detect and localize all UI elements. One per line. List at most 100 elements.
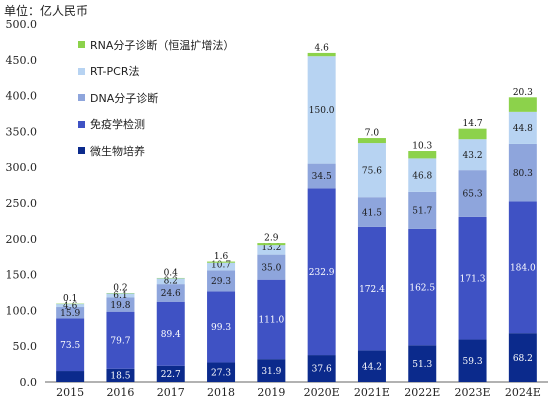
bar-segment	[307, 163, 336, 189]
legend-swatch	[78, 67, 85, 75]
bar-segment	[408, 151, 437, 159]
x-tick-label: 2018	[207, 386, 235, 399]
data-label: 22.7	[161, 370, 181, 380]
bar-segment	[508, 201, 537, 334]
bar-segment	[307, 355, 336, 382]
legend-label: 免疫学检测	[90, 118, 145, 132]
data-label: 150.0	[309, 106, 335, 116]
bar-segment	[257, 245, 286, 255]
data-label: 8.2	[164, 276, 178, 286]
bar-segment	[257, 279, 286, 360]
bar-segment	[508, 333, 537, 382]
bar-segment	[207, 270, 236, 292]
y-tick-label: 350.0	[6, 125, 38, 138]
bar-segment	[307, 52, 336, 57]
bar-segment	[508, 97, 537, 112]
bar-segment	[207, 261, 236, 263]
y-tick-label: 250.0	[6, 197, 38, 210]
bar-segment	[156, 365, 185, 382]
data-label: 172.4	[359, 285, 385, 295]
bar-segment	[106, 293, 135, 298]
bar-segment	[357, 350, 386, 382]
bar-segment	[357, 197, 386, 227]
legend-swatch	[78, 94, 85, 102]
data-label: 75.6	[362, 166, 382, 176]
data-label: 2.9	[264, 234, 279, 244]
data-label: 89.4	[161, 330, 181, 340]
data-label: 79.7	[110, 336, 130, 346]
data-label: 46.8	[412, 171, 432, 181]
data-label: 0.2	[113, 284, 127, 294]
data-label: 184.0	[510, 263, 536, 273]
data-label: 111.0	[258, 316, 284, 326]
unit-label: 单位：亿人民币	[4, 4, 89, 18]
legend-item: DNA分子诊断	[78, 91, 234, 105]
bar-segment	[408, 228, 437, 346]
data-label: 37.6	[312, 365, 332, 375]
bar-segment	[307, 56, 336, 164]
bar-segment	[458, 139, 487, 171]
x-tick-label: 2017	[157, 386, 185, 399]
x-tick-label: 2019	[257, 386, 285, 399]
data-label: 10.7	[211, 261, 231, 271]
legend-swatch	[78, 120, 85, 128]
bar-segment	[56, 307, 85, 319]
legend-item: RT-PCR法	[78, 65, 234, 78]
y-tick-label: 450.0	[6, 54, 38, 67]
data-label: 99.3	[211, 323, 231, 333]
data-label: 20.3	[513, 88, 533, 98]
y-tick-label: 0.0	[20, 376, 38, 389]
data-label: 13.2	[261, 243, 281, 253]
bar-segment	[156, 284, 185, 302]
x-tick-label: 2020E	[304, 386, 340, 399]
legend-swatch	[78, 147, 85, 155]
x-tick-label: 2022E	[404, 386, 440, 399]
bar-segment	[357, 143, 386, 198]
data-label: 41.5	[362, 208, 382, 218]
y-tick-label: 50.0	[13, 340, 38, 353]
bar-segment	[257, 359, 286, 382]
legend-label: RNA分子诊断（恒温扩增法）	[90, 38, 235, 52]
data-label: 68.2	[513, 354, 533, 364]
bar-segment	[56, 371, 85, 382]
legend-swatch	[78, 41, 85, 48]
data-label: 18.5	[110, 372, 130, 382]
data-label: 0.1	[63, 294, 77, 304]
data-label: 73.5	[60, 341, 80, 351]
x-tick-label: 2021E	[354, 386, 390, 399]
data-label: 0.4	[164, 268, 179, 278]
bar-segment	[458, 128, 487, 140]
bar-segment	[56, 303, 85, 308]
x-tick-label: 2016	[106, 386, 134, 399]
bar-segment	[458, 170, 487, 217]
bar-segment	[508, 111, 537, 144]
data-label: 44.2	[362, 362, 382, 372]
x-tick-label: 2024E	[505, 386, 541, 399]
data-label: 24.6	[161, 289, 181, 299]
data-label: 80.3	[513, 169, 533, 179]
data-label: 10.3	[412, 142, 432, 152]
data-label: 35.0	[261, 263, 281, 273]
data-label: 7.0	[365, 129, 380, 139]
bar-segment	[56, 318, 85, 372]
bar-segment	[207, 291, 236, 363]
bar-segment	[458, 339, 487, 382]
bar-segment	[408, 345, 437, 382]
bar-segment	[207, 362, 236, 382]
legend-item: RNA分子诊断（恒温扩增法）	[78, 38, 235, 52]
data-label: 4.6	[314, 43, 329, 53]
legend-label: RT-PCR法	[90, 65, 140, 79]
bar-segment	[106, 368, 135, 382]
data-label: 51.3	[412, 360, 432, 370]
bar-segment	[408, 158, 437, 192]
bar-segment	[207, 262, 236, 271]
data-label: 27.3	[211, 368, 231, 378]
bar-segment	[408, 191, 437, 229]
data-label: 4.6	[63, 302, 78, 312]
legend-label: DNA分子诊断	[90, 91, 159, 105]
legend-label: 微生物培养	[90, 144, 145, 158]
data-label: 34.5	[312, 172, 332, 182]
x-tick-label: 2023E	[455, 386, 491, 399]
y-tick-label: 100.0	[6, 304, 38, 317]
data-label: 232.9	[309, 268, 335, 278]
